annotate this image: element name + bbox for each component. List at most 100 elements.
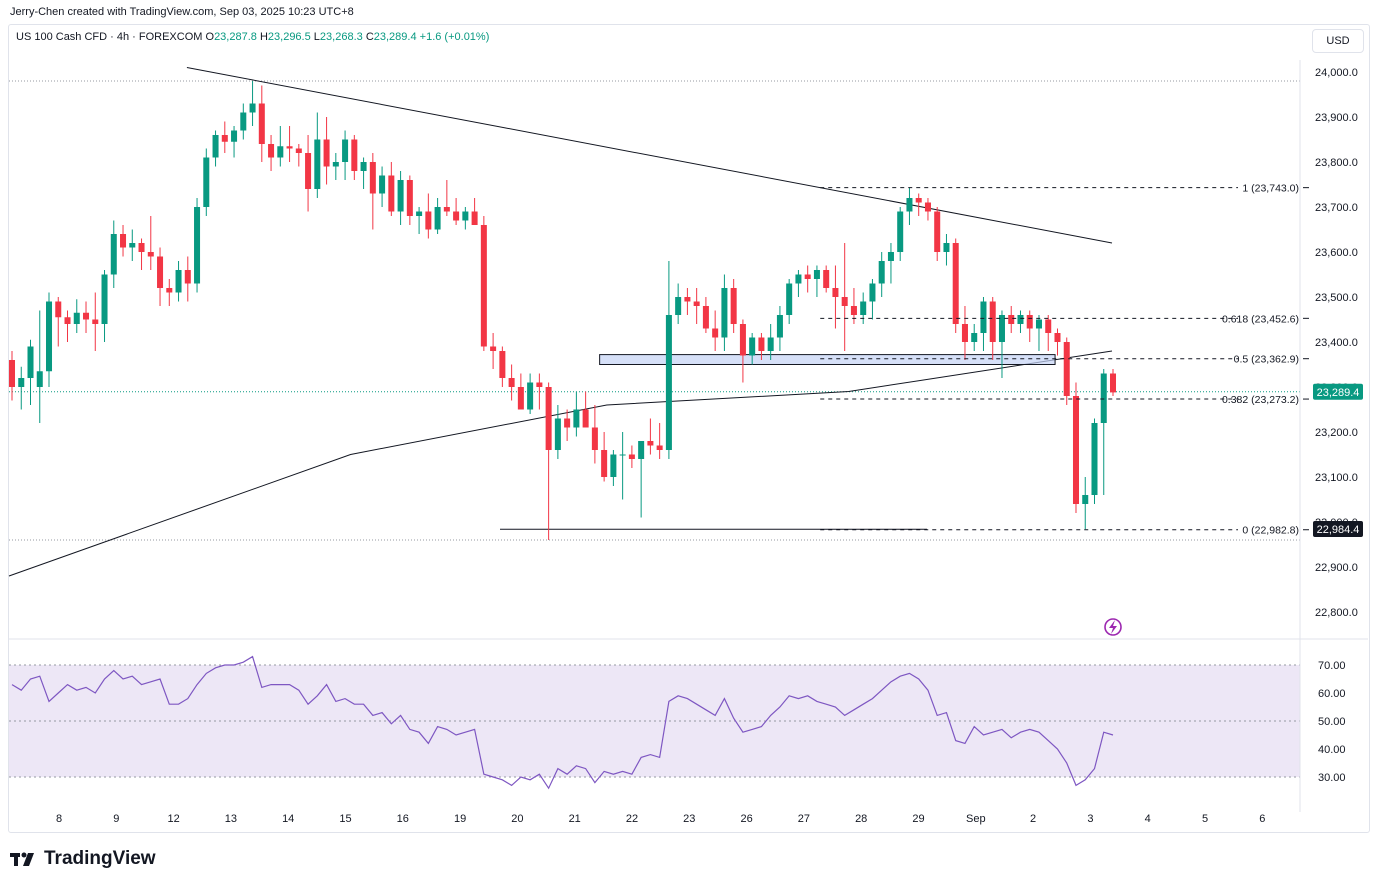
legend-close-value: 23,289.4 xyxy=(373,31,417,43)
candle-body xyxy=(147,252,154,257)
candle-body xyxy=(943,243,950,252)
candle-body xyxy=(110,234,117,275)
price-tick-label: 23,600.0 xyxy=(1315,247,1358,259)
candle-body xyxy=(554,418,561,450)
price-tick-label: 22,800.0 xyxy=(1315,607,1358,619)
candle-body xyxy=(46,301,53,372)
candle-body xyxy=(915,198,922,203)
fib-level-label: 0 (22,982.8) xyxy=(1242,525,1299,537)
price-tick-label: 23,400.0 xyxy=(1315,337,1358,349)
candle-body xyxy=(332,162,339,167)
chart-attribution: Jerry-Chen created with TradingView.com,… xyxy=(10,6,354,18)
candle-body xyxy=(443,207,450,212)
rsi-tick-label: 60.00 xyxy=(1318,688,1346,700)
legend-symbol[interactable]: US 100 Cash CFD · 4h · FOREXCOM xyxy=(16,31,203,43)
candle-body xyxy=(249,103,256,113)
candle-body xyxy=(582,409,589,428)
candle-body xyxy=(240,112,247,131)
currency-button[interactable]: USD xyxy=(1312,29,1364,53)
time-axis-label: 15 xyxy=(339,813,351,825)
candle-body xyxy=(786,283,793,315)
candle-body xyxy=(194,207,201,284)
fib-level-label: 0.5 (23,362.9) xyxy=(1234,354,1299,366)
candle-body xyxy=(101,274,108,324)
candle-body xyxy=(998,315,1005,342)
candle-body xyxy=(480,225,487,347)
candle-body xyxy=(619,454,626,456)
legend-high-value: 23,296.5 xyxy=(267,31,311,43)
candle-body xyxy=(702,306,709,329)
lightning-icon[interactable] xyxy=(1104,618,1122,636)
candle-body xyxy=(1082,495,1089,504)
resistance-zone[interactable] xyxy=(599,354,1056,366)
candle-body xyxy=(323,139,330,167)
fib-level-label: 0.618 (23,452.6) xyxy=(1222,313,1299,325)
candle-body xyxy=(1091,423,1098,495)
candle-body xyxy=(804,274,811,279)
rsi-tick-label: 30.00 xyxy=(1318,772,1346,784)
candle-body xyxy=(388,175,395,212)
candle-body xyxy=(231,130,238,142)
time-axis-label: 23 xyxy=(683,813,695,825)
candle-body xyxy=(739,324,746,356)
candle-body xyxy=(268,144,275,158)
candle-body xyxy=(813,270,820,279)
candle-body xyxy=(730,288,737,324)
candle-body xyxy=(1054,333,1061,342)
candle-body xyxy=(971,333,978,342)
candle-body xyxy=(887,252,894,261)
low-price-tag-text: 22,984.4 xyxy=(1317,524,1360,536)
candle-body xyxy=(897,211,904,252)
candle-body xyxy=(906,198,913,212)
candle-body xyxy=(869,283,876,302)
legend-low-value: 23,268.3 xyxy=(319,31,363,43)
candle-body xyxy=(203,157,210,207)
legend-high-label: H xyxy=(259,31,268,43)
candle-body xyxy=(749,337,756,356)
candle-body xyxy=(980,301,987,333)
time-axis-label: 26 xyxy=(740,813,752,825)
candle-body xyxy=(360,162,367,171)
candle-body xyxy=(453,211,460,221)
candle-body xyxy=(18,378,25,387)
candle-body xyxy=(832,288,839,297)
time-axis-label: 19 xyxy=(454,813,466,825)
candle-body xyxy=(545,387,552,450)
time-axis-label: 6 xyxy=(1259,813,1265,825)
candle-body xyxy=(795,274,802,284)
candle-body xyxy=(1100,373,1107,423)
candle-body xyxy=(64,317,71,324)
time-axis-label: 22 xyxy=(626,813,638,825)
candle-body xyxy=(212,135,219,158)
candle-body xyxy=(924,202,931,212)
time-axis-label: 28 xyxy=(855,813,867,825)
candle-body xyxy=(73,312,80,324)
legend-open-value: 23,287.8 xyxy=(214,31,257,43)
rsi-tick-label: 70.00 xyxy=(1318,660,1346,672)
candle-body xyxy=(462,211,469,221)
price-tick-label: 23,800.0 xyxy=(1315,157,1358,169)
candle-body xyxy=(129,243,136,248)
candle-body xyxy=(721,288,728,338)
candle-body xyxy=(258,103,265,144)
candle-body xyxy=(1045,319,1052,333)
legend-low-label: L xyxy=(313,31,320,43)
candle-body xyxy=(1063,342,1070,396)
candle-body xyxy=(499,351,506,378)
candle-body xyxy=(277,146,284,158)
candle-body xyxy=(342,139,349,162)
candle-body xyxy=(120,234,127,248)
trendline[interactable] xyxy=(186,67,1113,244)
time-axis-label: 16 xyxy=(397,813,409,825)
price-tick-label: 23,700.0 xyxy=(1315,202,1358,214)
candle-body xyxy=(693,301,700,306)
time-axis-label: 27 xyxy=(798,813,810,825)
candle-body xyxy=(675,297,682,315)
candle-body xyxy=(416,211,423,216)
rsi-line xyxy=(11,655,1114,790)
rsi-tick-label: 50.00 xyxy=(1318,716,1346,728)
legend-close-label: C xyxy=(365,31,374,43)
candle-body xyxy=(434,207,441,230)
legend-open-label: O xyxy=(205,31,215,43)
